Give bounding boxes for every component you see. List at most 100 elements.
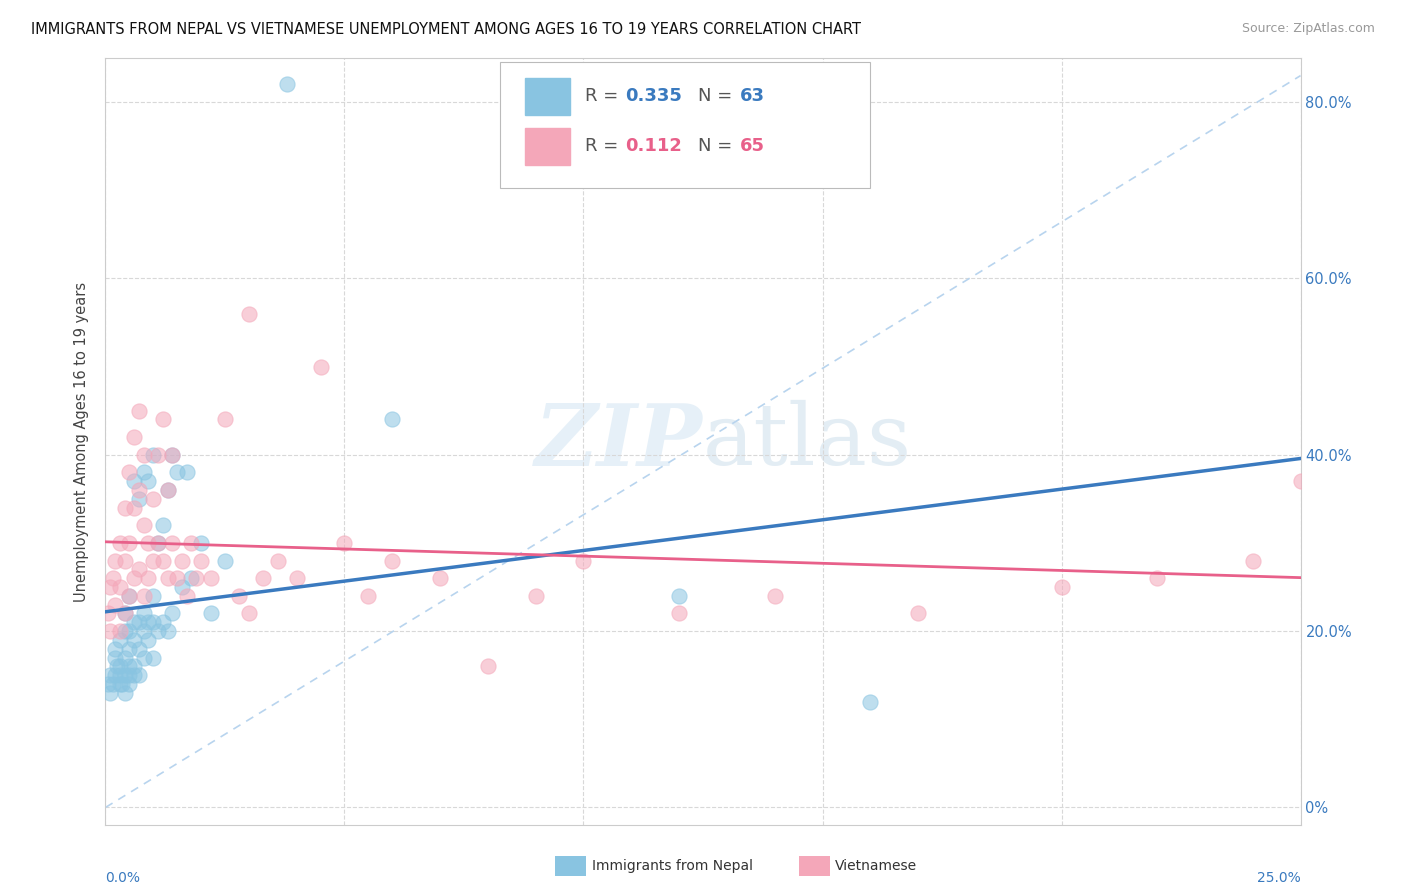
Point	[104, 641, 127, 656]
Point	[668, 607, 690, 621]
Point	[152, 518, 174, 533]
Point	[176, 589, 198, 603]
Point	[176, 466, 198, 480]
Point	[98, 686, 121, 700]
Point	[180, 571, 202, 585]
Point	[104, 553, 127, 567]
Point	[266, 553, 288, 567]
Point	[114, 607, 136, 621]
Point	[114, 668, 136, 682]
Point	[152, 615, 174, 630]
Point	[111, 677, 134, 691]
Point	[162, 607, 184, 621]
Point	[200, 607, 222, 621]
Point	[180, 536, 202, 550]
Point	[1241, 553, 1264, 567]
Point	[152, 412, 174, 426]
Point	[108, 624, 131, 639]
Point	[524, 589, 547, 603]
Point	[118, 589, 141, 603]
Point	[101, 677, 124, 691]
Point	[97, 677, 120, 691]
Point	[114, 624, 136, 639]
Point	[128, 403, 150, 417]
Point	[118, 536, 141, 550]
Point	[98, 668, 121, 682]
Text: R =: R =	[585, 87, 624, 105]
Point	[190, 536, 212, 550]
Bar	[524, 78, 571, 115]
Text: 65: 65	[740, 137, 765, 155]
Point	[122, 659, 145, 673]
Point	[132, 466, 155, 480]
Point	[142, 553, 165, 567]
Point	[477, 659, 499, 673]
Point	[162, 536, 184, 550]
Point	[156, 571, 179, 585]
Point	[132, 624, 155, 639]
Point	[128, 668, 150, 682]
Point	[142, 491, 165, 506]
Point	[97, 607, 120, 621]
Point	[118, 668, 141, 682]
Point	[138, 632, 160, 647]
Point	[114, 553, 136, 567]
Point	[146, 448, 169, 462]
Point	[162, 448, 184, 462]
Point	[763, 589, 786, 603]
Point	[104, 668, 127, 682]
Point	[142, 650, 165, 665]
Point	[98, 580, 121, 594]
Text: Immigrants from Nepal: Immigrants from Nepal	[592, 859, 754, 873]
Text: 0.112: 0.112	[626, 137, 682, 155]
Point	[108, 580, 131, 594]
Point	[118, 659, 141, 673]
Point	[285, 571, 308, 585]
Point	[114, 686, 136, 700]
Point	[108, 632, 131, 647]
Point	[128, 641, 150, 656]
Point	[122, 632, 145, 647]
Point	[104, 650, 127, 665]
Point	[190, 553, 212, 567]
Point	[138, 571, 160, 585]
FancyBboxPatch shape	[501, 62, 870, 188]
Point	[101, 571, 124, 585]
Point	[146, 536, 169, 550]
Point	[668, 589, 690, 603]
Point	[152, 553, 174, 567]
Text: 63: 63	[740, 87, 765, 105]
Point	[132, 589, 155, 603]
Point	[98, 624, 121, 639]
Point	[156, 483, 179, 497]
Point	[122, 430, 145, 444]
Point	[333, 536, 356, 550]
Point	[107, 659, 129, 673]
Point	[122, 500, 145, 515]
Point	[228, 589, 250, 603]
Point	[138, 536, 160, 550]
Point	[381, 412, 404, 426]
Text: Vietnamese: Vietnamese	[835, 859, 917, 873]
Text: 25.0%: 25.0%	[1257, 871, 1301, 885]
Text: atlas: atlas	[703, 400, 912, 483]
Point	[108, 536, 131, 550]
Point	[114, 607, 136, 621]
Point	[572, 553, 595, 567]
Text: 0.335: 0.335	[626, 87, 682, 105]
Point	[122, 571, 145, 585]
Point	[128, 615, 150, 630]
Text: N =: N =	[699, 137, 738, 155]
Point	[118, 589, 141, 603]
Point	[122, 668, 145, 682]
Point	[166, 571, 188, 585]
Point	[381, 553, 404, 567]
Point	[128, 491, 150, 506]
Point	[142, 615, 165, 630]
Point	[238, 307, 260, 321]
Point	[214, 553, 236, 567]
Point	[108, 677, 131, 691]
Text: R =: R =	[585, 137, 630, 155]
Point	[132, 448, 155, 462]
Point	[238, 607, 260, 621]
